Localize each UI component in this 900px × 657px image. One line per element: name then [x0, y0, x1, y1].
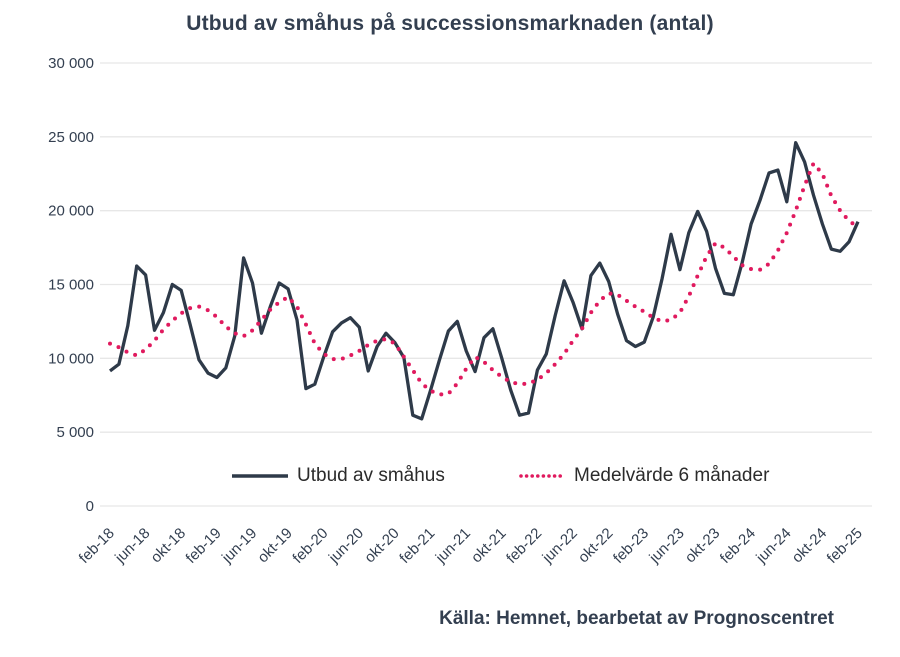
- svg-text:30 000: 30 000: [48, 55, 94, 72]
- legend-label-utbud: Utbud av småhus: [297, 465, 445, 486]
- dotted-line-swatch: [519, 474, 566, 478]
- svg-text:0: 0: [86, 498, 94, 515]
- chart-title: Utbud av småhus på successionsmarknaden …: [186, 12, 714, 35]
- svg-text:20 000: 20 000: [48, 203, 94, 220]
- svg-text:jun-19: jun-19: [218, 525, 260, 567]
- svg-text:jun-18: jun-18: [111, 525, 153, 567]
- svg-text:10 000: 10 000: [48, 350, 94, 367]
- svg-text:okt-24: okt-24: [789, 525, 831, 567]
- svg-text:feb-21: feb-21: [396, 525, 438, 567]
- svg-text:feb-24: feb-24: [717, 525, 759, 567]
- svg-text:jun-21: jun-21: [432, 525, 474, 567]
- source-note: Källa: Hemnet, bearbetat av Prognoscentr…: [439, 608, 834, 629]
- svg-text:feb-18: feb-18: [76, 525, 118, 567]
- legend-item-utbud: Utbud av småhus: [231, 461, 445, 491]
- svg-text:feb-20: feb-20: [289, 525, 331, 567]
- svg-text:jun-20: jun-20: [325, 525, 367, 567]
- chart-legend: Utbud av småhus Medelvärde 6 månader: [0, 461, 900, 491]
- svg-text:okt-23: okt-23: [682, 525, 724, 567]
- series-medelvarde-6-manader: [108, 161, 860, 397]
- svg-text:okt-20: okt-20: [361, 525, 403, 567]
- x-axis-labels: feb-18jun-18okt-18feb-19jun-19okt-19feb-…: [76, 525, 866, 567]
- svg-text:okt-18: okt-18: [148, 525, 190, 567]
- legend-item-medelvarde: Medelvärde 6 månader: [518, 461, 769, 491]
- svg-text:okt-22: okt-22: [575, 525, 617, 567]
- svg-text:feb-23: feb-23: [610, 525, 652, 567]
- svg-text:jun-24: jun-24: [752, 525, 794, 567]
- svg-text:jun-22: jun-22: [539, 525, 581, 567]
- svg-text:25 000: 25 000: [48, 129, 94, 146]
- svg-text:okt-19: okt-19: [254, 525, 296, 567]
- y-axis-labels: 30 000 25 000 20 000 15 000 10 000 5 000 0: [48, 55, 94, 515]
- svg-text:okt-21: okt-21: [468, 525, 510, 567]
- svg-text:feb-19: feb-19: [183, 525, 225, 567]
- svg-text:jun-23: jun-23: [646, 525, 688, 567]
- svg-text:feb-22: feb-22: [503, 525, 545, 567]
- svg-text:feb-25: feb-25: [824, 525, 866, 567]
- legend-label-medelvarde: Medelvärde 6 månader: [574, 465, 770, 486]
- gridlines: [100, 62, 872, 507]
- svg-text:15 000: 15 000: [48, 277, 94, 294]
- series-utbud-av-smahus: [109, 141, 860, 421]
- solid-line-swatch: [232, 474, 288, 478]
- svg-text:5 000: 5 000: [56, 424, 94, 441]
